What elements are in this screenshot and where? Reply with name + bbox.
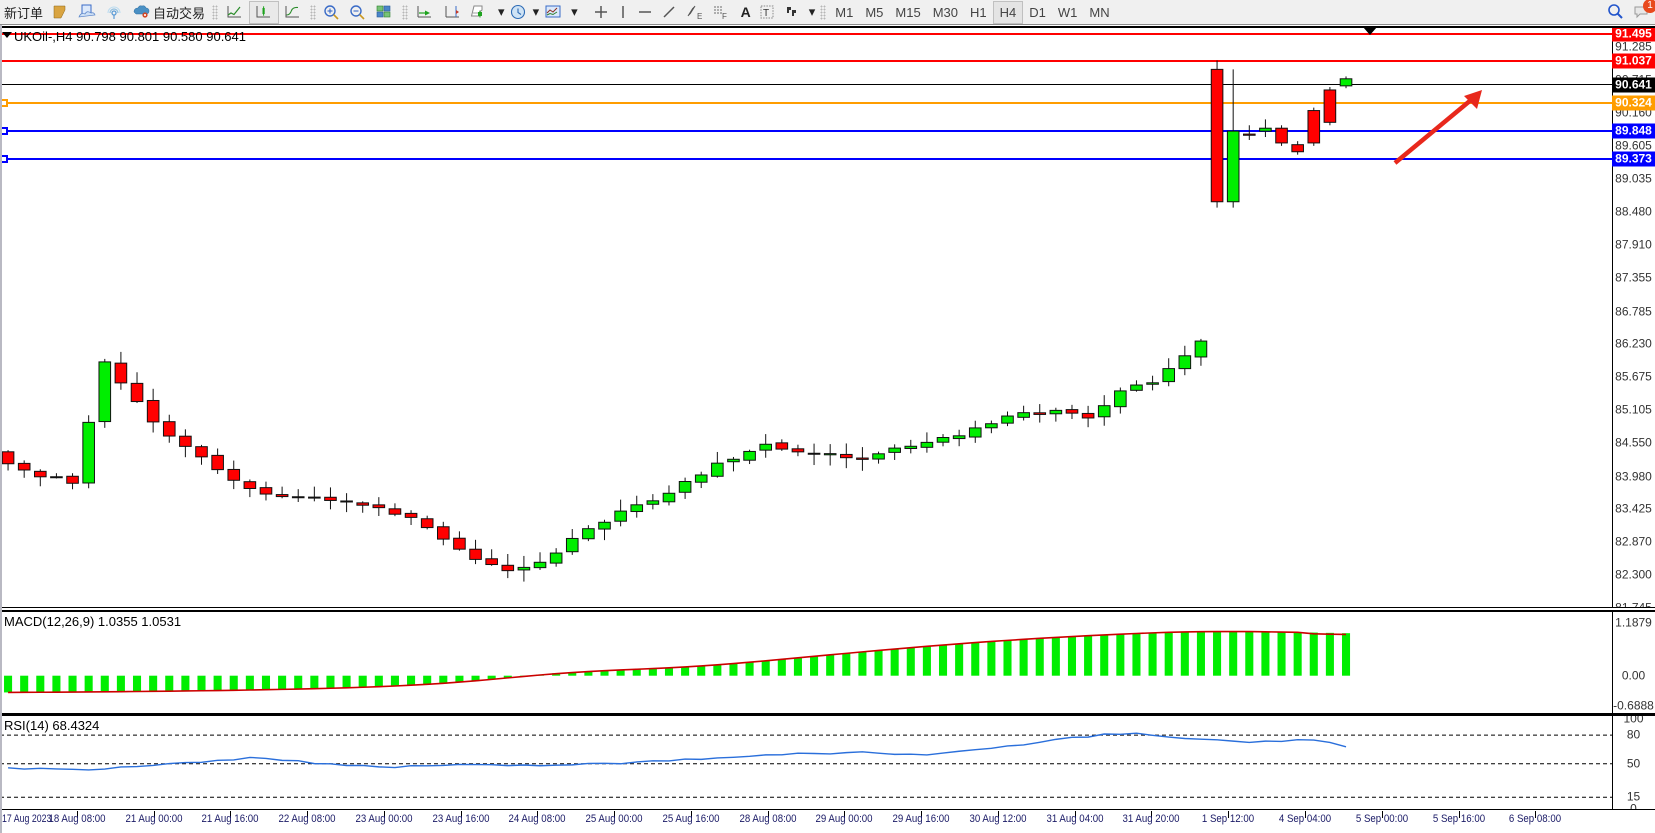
svg-text:T: T (763, 8, 769, 19)
svg-text:F: F (722, 12, 727, 20)
svg-text:E: E (697, 12, 702, 20)
